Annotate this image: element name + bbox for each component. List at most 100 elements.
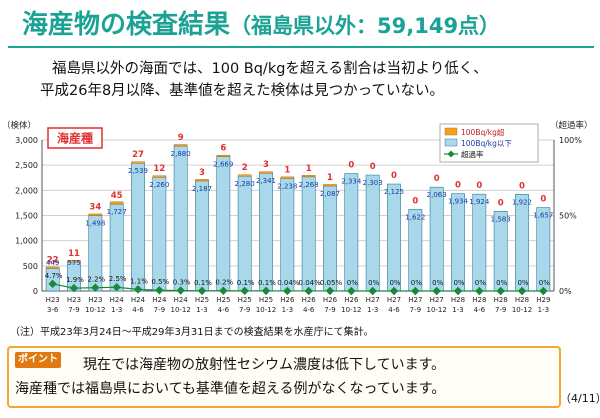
point-line-2: 海産種では福島県においても基準値を超える例がなくなっています。 xyxy=(15,381,446,397)
y-tick-label: 1,000 xyxy=(15,237,38,246)
below-count-label: 2,087 xyxy=(320,190,340,198)
x-tick-label: 3-6 xyxy=(47,306,59,314)
x-tick-label: 1-3 xyxy=(282,306,293,314)
y-right-axis-label: （超過率） xyxy=(550,120,593,131)
x-tick-label: 7-9 xyxy=(324,306,335,314)
x-tick-label: 10-12 xyxy=(512,306,532,314)
x-tick-label: 7-9 xyxy=(495,306,506,314)
x-tick-label: H24 xyxy=(131,296,146,304)
below-count-label: 1,922 xyxy=(512,198,532,206)
below-count-label: 2,238 xyxy=(277,182,297,190)
exceed-count-label: 1 xyxy=(327,173,333,183)
rate-point xyxy=(155,286,164,295)
x-tick-label: 7-9 xyxy=(239,306,250,314)
bar-over-100 xyxy=(237,174,252,177)
exceed-count-label: 3 xyxy=(199,168,205,178)
bar-below-100 xyxy=(280,178,295,292)
x-tick-label: 10-12 xyxy=(170,306,190,314)
bar-below-100 xyxy=(216,156,231,292)
x-tick-label: H29 xyxy=(536,296,550,304)
y-tick-label: 3,000 xyxy=(15,136,38,145)
legend-swatch-below xyxy=(444,138,458,147)
below-count-label: 2,125 xyxy=(384,188,404,196)
x-tick-label: 7-9 xyxy=(410,306,421,314)
below-count-label: 2,260 xyxy=(149,181,169,189)
x-tick-label: H24 xyxy=(110,296,125,304)
y-axis-label: （検体） xyxy=(2,120,36,131)
x-tick-label: H23 xyxy=(88,296,102,304)
below-count-label: 2,187 xyxy=(192,185,212,193)
lead-text: 福島県以外の海面では、100 Bq/kgを超える割合は当初より低く、 平成26年… xyxy=(40,58,570,102)
y-right-tick-label: 100% xyxy=(559,136,582,145)
legend-label-below: 100Bq/kg以下 xyxy=(461,139,512,148)
rate-point xyxy=(48,279,57,289)
x-tick-label: H23 xyxy=(67,296,81,304)
x-tick-label: 1-3 xyxy=(196,306,207,314)
bar-over-100 xyxy=(67,260,81,263)
rate-point xyxy=(517,286,527,296)
exceed-count-label: 1 xyxy=(306,164,312,174)
x-tick-label: H26 xyxy=(323,296,338,304)
legend-swatch-over xyxy=(444,127,458,136)
x-tick-label: H27 xyxy=(387,296,401,304)
x-tick-label: H27 xyxy=(366,296,380,304)
x-tick-label: H28 xyxy=(494,296,508,304)
rate-point xyxy=(197,286,207,296)
rate-label: 2.5% xyxy=(109,275,127,283)
x-tick-label: H26 xyxy=(302,296,317,304)
exceed-count-label: 0 xyxy=(370,162,376,172)
exceed-count-label: 0 xyxy=(455,181,461,191)
y-tick-label: 500 xyxy=(23,262,38,271)
rate-point xyxy=(283,286,292,296)
x-tick-label: 4-6 xyxy=(474,306,486,314)
below-count-label: 1,934 xyxy=(448,198,469,206)
y-right-tick-label: 0% xyxy=(559,287,572,296)
series-tag: 海産種 xyxy=(57,131,93,146)
below-count-label: 2,063 xyxy=(427,191,447,199)
rate-label: 0.04% xyxy=(299,279,322,287)
exceed-count-label: 3 xyxy=(263,160,269,170)
bar-below-100 xyxy=(259,172,273,292)
legend-label-rate: 超過率 xyxy=(461,149,484,159)
rate-point xyxy=(475,286,484,296)
rate-label: 0.1% xyxy=(194,279,212,287)
rate-label: 4.7% xyxy=(45,272,63,280)
bar-below-100 xyxy=(515,193,529,292)
x-tick-label: H25 xyxy=(238,296,252,304)
below-count-label: 2,334 xyxy=(341,178,362,186)
below-count-label: 2,539 xyxy=(128,167,148,175)
bar-over-100 xyxy=(45,266,60,269)
bar-over-100 xyxy=(131,161,145,164)
exceed-count-label: 0 xyxy=(434,174,440,184)
below-count-label: 2,880 xyxy=(171,150,191,158)
exceed-count-label: 0 xyxy=(519,181,525,191)
exceed-count-label: 0 xyxy=(348,161,354,171)
bar-below-100 xyxy=(365,174,380,292)
y-tick-label: 0 xyxy=(33,287,38,296)
bar-below-100 xyxy=(173,145,188,292)
x-tick-label: 4-6 xyxy=(218,306,230,314)
lead-line-1: 福島県以外の海面では、100 Bq/kgを超える割合は当初より低く、 xyxy=(52,61,488,77)
rate-point xyxy=(389,286,399,296)
x-tick-label: H28 xyxy=(451,296,465,304)
exceed-count-label: 9 xyxy=(178,133,184,143)
x-tick-label: H25 xyxy=(195,296,209,304)
bar-over-100 xyxy=(109,201,124,205)
bar-below-100 xyxy=(429,186,444,292)
page-title: 海産物の検査結果（福島県以外：59,149点） xyxy=(22,4,500,46)
rate-label: 0% xyxy=(347,279,358,287)
exceed-count-label: 1 xyxy=(284,165,290,175)
rate-point xyxy=(368,286,377,296)
rate-point xyxy=(304,286,313,296)
rate-label: 0% xyxy=(475,279,486,287)
x-tick-label: 1-3 xyxy=(452,306,463,314)
exceed-count-label: 0 xyxy=(476,181,482,191)
point-box: ポイント 現在では海産物の放射性セシウム濃度は低下しています。 海産種では福島県… xyxy=(7,346,561,408)
x-tick-label: H25 xyxy=(259,296,273,304)
rate-point xyxy=(325,286,335,296)
below-count-label: 1,727 xyxy=(107,208,127,216)
exceed-count-label: 45 xyxy=(111,191,123,201)
exceed-count-label: 0 xyxy=(540,195,546,205)
inspection-chart: 05001,0001,5002,0002,5003,0000%50%100%（検… xyxy=(2,120,593,314)
exceed-count-label: 27 xyxy=(132,150,144,160)
